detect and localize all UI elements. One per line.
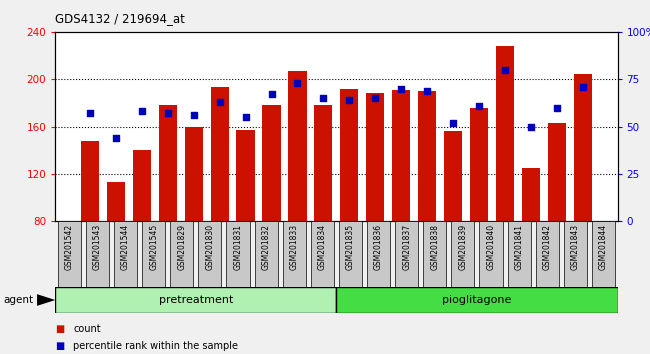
- FancyBboxPatch shape: [337, 287, 618, 313]
- Text: GSM201833: GSM201833: [290, 224, 299, 270]
- Bar: [289, 71, 307, 316]
- FancyBboxPatch shape: [592, 221, 615, 289]
- Bar: [211, 87, 229, 316]
- Text: GSM201838: GSM201838: [430, 224, 439, 270]
- Point: [526, 124, 536, 130]
- Point: [214, 99, 225, 105]
- Bar: [522, 168, 540, 316]
- Text: GSM201844: GSM201844: [599, 224, 608, 270]
- Text: GSM201543: GSM201543: [93, 224, 102, 270]
- FancyBboxPatch shape: [86, 221, 109, 289]
- Text: GSM201841: GSM201841: [515, 224, 524, 270]
- Point: [344, 97, 354, 103]
- Text: agent: agent: [3, 295, 33, 305]
- FancyBboxPatch shape: [283, 221, 306, 289]
- Bar: [392, 90, 410, 316]
- Bar: [496, 46, 514, 316]
- Point: [474, 103, 484, 109]
- Text: GSM201837: GSM201837: [402, 224, 411, 270]
- FancyBboxPatch shape: [339, 221, 362, 289]
- Text: GSM201835: GSM201835: [346, 224, 355, 270]
- Bar: [548, 123, 566, 316]
- Text: GSM201839: GSM201839: [458, 224, 467, 270]
- Point: [422, 88, 432, 93]
- Text: GSM201542: GSM201542: [65, 224, 74, 270]
- Point: [136, 109, 147, 114]
- Bar: [237, 130, 255, 316]
- FancyBboxPatch shape: [423, 221, 447, 289]
- Point: [111, 135, 121, 141]
- Text: GSM201831: GSM201831: [233, 224, 242, 270]
- Text: ■: ■: [55, 341, 64, 351]
- FancyBboxPatch shape: [170, 221, 193, 289]
- Bar: [159, 105, 177, 316]
- Text: GSM201836: GSM201836: [374, 224, 383, 270]
- Bar: [315, 105, 333, 316]
- Point: [292, 80, 303, 86]
- FancyBboxPatch shape: [367, 221, 390, 289]
- Bar: [263, 105, 281, 316]
- Text: GSM201830: GSM201830: [205, 224, 214, 270]
- Bar: [418, 91, 436, 316]
- Bar: [340, 89, 358, 316]
- Bar: [366, 93, 384, 316]
- FancyBboxPatch shape: [451, 221, 474, 289]
- Text: pioglitagone: pioglitagone: [442, 295, 512, 305]
- Text: GSM201829: GSM201829: [177, 224, 187, 270]
- Text: ■: ■: [55, 324, 64, 333]
- Text: GSM201545: GSM201545: [149, 224, 158, 270]
- Point: [448, 120, 458, 126]
- Point: [500, 67, 510, 73]
- Text: GSM201834: GSM201834: [318, 224, 327, 270]
- Text: GSM201842: GSM201842: [543, 224, 552, 270]
- Text: GSM201843: GSM201843: [571, 224, 580, 270]
- Bar: [107, 182, 125, 316]
- Point: [266, 92, 277, 97]
- Point: [240, 114, 251, 120]
- FancyBboxPatch shape: [255, 221, 278, 289]
- Point: [162, 110, 173, 116]
- FancyBboxPatch shape: [564, 221, 587, 289]
- FancyBboxPatch shape: [226, 221, 250, 289]
- Text: percentile rank within the sample: percentile rank within the sample: [73, 341, 239, 351]
- FancyBboxPatch shape: [142, 221, 165, 289]
- FancyBboxPatch shape: [58, 221, 81, 289]
- Text: GSM201832: GSM201832: [261, 224, 270, 270]
- Bar: [574, 74, 592, 316]
- Point: [318, 95, 329, 101]
- Bar: [444, 131, 462, 316]
- Point: [396, 86, 406, 92]
- Text: count: count: [73, 324, 101, 333]
- Text: pretreatment: pretreatment: [159, 295, 233, 305]
- Polygon shape: [37, 294, 55, 306]
- Point: [188, 112, 199, 118]
- Point: [84, 110, 95, 116]
- Bar: [81, 141, 99, 316]
- Point: [578, 84, 588, 90]
- FancyBboxPatch shape: [55, 287, 337, 313]
- Text: GDS4132 / 219694_at: GDS4132 / 219694_at: [55, 12, 185, 25]
- Bar: [185, 127, 203, 316]
- FancyBboxPatch shape: [480, 221, 502, 289]
- Text: GSM201840: GSM201840: [486, 224, 495, 270]
- FancyBboxPatch shape: [508, 221, 530, 289]
- FancyBboxPatch shape: [114, 221, 137, 289]
- Bar: [470, 108, 488, 316]
- FancyBboxPatch shape: [198, 221, 222, 289]
- Point: [370, 95, 380, 101]
- FancyBboxPatch shape: [536, 221, 559, 289]
- Point: [552, 105, 562, 110]
- FancyBboxPatch shape: [311, 221, 334, 289]
- FancyBboxPatch shape: [395, 221, 418, 289]
- Bar: [133, 150, 151, 316]
- Text: GSM201544: GSM201544: [121, 224, 130, 270]
